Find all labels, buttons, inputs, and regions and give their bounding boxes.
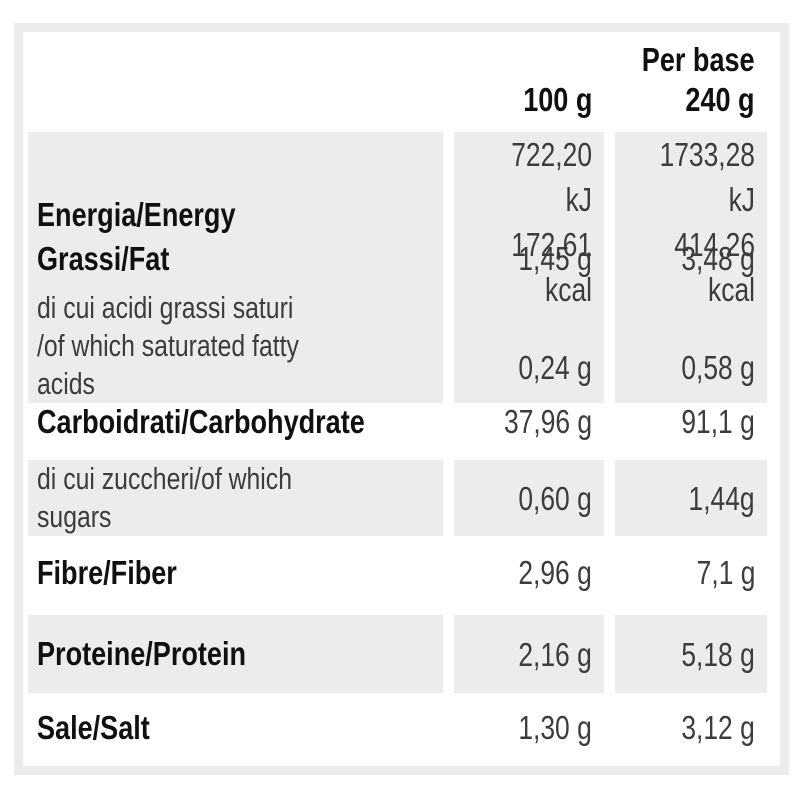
value-240g: 5,18 g <box>681 635 755 673</box>
table-row-carbohydrate: Carboidrati/Carbohydrate 37,96 g 91,1 g <box>28 383 767 460</box>
row-label: Grassi/Fat <box>37 239 170 277</box>
row-label-cell: Sale/Salt <box>28 693 443 762</box>
value-240g: 0,58 g <box>681 349 755 386</box>
value-100g-cell: 0,24 g <box>454 289 604 403</box>
table-row-protein: Proteine/Protein 2,16 g 5,18 g <box>28 615 767 693</box>
value-240g-cell: 3,48 g <box>615 228 767 289</box>
value-240g-cell: 1733,28 kJ 414,26 kcal <box>615 132 767 312</box>
value-240g-cell: 91,1 g <box>615 383 767 460</box>
row-label-cell: Proteine/Protein <box>28 615 443 693</box>
value-240g-cell: 7,1 g <box>615 530 767 615</box>
table-row-sugars: di cui zuccheri/of which sugars 0,60 g 1… <box>28 460 767 536</box>
value-100g-cell: 1,30 g <box>454 693 604 762</box>
value-100g: 0,60 g <box>518 479 592 517</box>
row-label-cell: Fibre/Fiber <box>28 530 443 615</box>
row-label-cell: di cui zuccheri/of which sugars <box>28 460 443 536</box>
row-label: Sale/Salt <box>37 708 150 746</box>
row-label: Fibre/Fiber <box>37 553 177 591</box>
value-240g: 3,48 g <box>681 240 755 277</box>
value-240g: 1,44g <box>688 479 755 517</box>
table-row-salt: Sale/Salt 1,30 g 3,12 g <box>28 693 767 762</box>
row-label: di cui zuccheri/of which sugars <box>37 461 292 534</box>
header-100g-cell: 100 g <box>454 32 604 132</box>
row-label: Proteine/Protein <box>37 635 247 672</box>
value-240g-cell: 0,58 g <box>615 289 767 403</box>
value-100g: 0,24 g <box>518 349 592 386</box>
value-100g: 1,30 g <box>518 709 592 746</box>
row-label: Energia/Energy <box>37 196 236 233</box>
table-row-energy: Energia/Energy 722,20 kJ 172,61 kcal 173… <box>28 132 767 312</box>
value-240g: 3,12 g <box>681 709 755 746</box>
row-label: Carboidrati/Carbohydrate <box>37 402 365 440</box>
value-100g-cell: 1,45 g <box>454 228 604 289</box>
value-100g-cell: 722,20 kJ 172,61 kcal <box>454 132 604 312</box>
value-100g-cell: 2,16 g <box>454 615 604 693</box>
value-240g-cell: 5,18 g <box>615 615 767 693</box>
row-label-cell: Grassi/Fat <box>28 228 443 289</box>
header-100g-label: 100 g <box>522 81 592 118</box>
value-100g: 722,20 kJ 172,61 kcal <box>511 136 592 308</box>
table-row-fiber: Fibre/Fiber 2,96 g 7,1 g <box>28 530 767 615</box>
value-240g: 91,1 g <box>681 403 755 440</box>
row-label-cell: Carboidrati/Carbohydrate <box>28 383 443 460</box>
row-label-cell: di cui acidi grassi saturi /of which sat… <box>28 289 443 403</box>
value-240g-cell: 1,44g <box>615 460 767 536</box>
value-100g: 2,96 g <box>518 554 592 591</box>
value-100g-cell: 2,96 g <box>454 530 604 615</box>
table-header-row: 100 g Per base 240 g <box>28 32 767 132</box>
table-row-fat: Grassi/Fat 1,45 g 3,48 g <box>28 228 767 289</box>
row-label-cell: Energia/Energy <box>28 132 443 312</box>
value-100g: 1,45 g <box>518 240 592 277</box>
value-240g: 1733,28 kJ 414,26 kcal <box>659 136 755 308</box>
row-label: di cui acidi grassi saturi /of which sat… <box>37 290 299 401</box>
value-240g: 7,1 g <box>696 554 755 591</box>
header-per-base-240g-label: Per base 240 g <box>642 41 755 118</box>
nutrition-label-frame: 100 g Per base 240 g Energia/Energy 722,… <box>14 23 789 775</box>
table-row-saturated-fat: di cui acidi grassi saturi /of which sat… <box>28 289 767 403</box>
value-100g: 2,16 g <box>518 635 592 673</box>
header-empty-cell <box>28 32 443 132</box>
value-240g-cell: 3,12 g <box>615 693 767 762</box>
value-100g-cell: 37,96 g <box>454 383 604 460</box>
value-100g: 37,96 g <box>503 403 592 440</box>
value-100g-cell: 0,60 g <box>454 460 604 536</box>
header-per-base-240g-cell: Per base 240 g <box>615 32 767 132</box>
nutrition-table: 100 g Per base 240 g Energia/Energy 722,… <box>28 32 767 762</box>
